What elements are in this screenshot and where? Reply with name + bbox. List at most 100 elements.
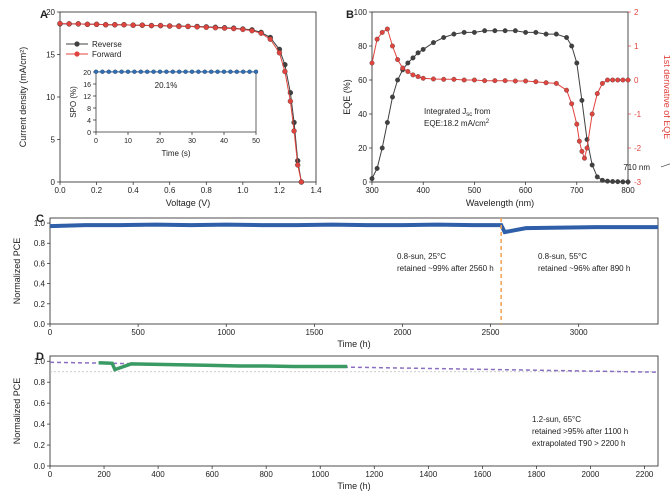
panel-c-annotation-left-2: retained ~99% after 2560 h xyxy=(397,264,494,273)
panel-b-derivative-point xyxy=(451,76,457,82)
panel-d-measured-line xyxy=(98,361,348,372)
panel-b-x-tick-label: 400 xyxy=(417,186,431,195)
panel-b-x-tick-label: 700 xyxy=(570,186,584,195)
panel-c-x-tick-label: 3000 xyxy=(570,328,588,337)
panel-b-derivative-point xyxy=(605,77,610,83)
panel-d: D 0 200 400 600 800 1000 1200 1400 1600 1800 2000 2… xyxy=(12,351,659,491)
legend-forward-label: Forward xyxy=(92,50,121,59)
panel-b-derivative-point xyxy=(574,121,580,127)
panel-a-forward-point xyxy=(93,21,100,27)
panel-c-x-tick-label: 2000 xyxy=(394,328,412,337)
panel-a-forward-point xyxy=(240,26,246,33)
panel-c-y-tick-label: 0.4 xyxy=(34,280,46,289)
legend-reverse-marker xyxy=(74,41,80,47)
panel-c-x-tick-label: 0 xyxy=(48,328,53,337)
panel-d-y-tick-label: 0.6 xyxy=(34,399,46,408)
inset-spo-point xyxy=(189,69,195,74)
panel-b-710nm-pointer xyxy=(660,163,670,168)
panel-b-eqe-point xyxy=(564,35,570,40)
panel-b-eqe-point xyxy=(441,35,447,40)
inset-y-tick-label: 12 xyxy=(83,94,91,101)
panel-a-forward-point xyxy=(176,23,182,30)
inset-spo-point xyxy=(253,69,259,74)
inset-spo-point xyxy=(93,69,99,74)
panel-b-derivative-point xyxy=(564,87,570,93)
panel-b-derivative-point xyxy=(576,138,582,144)
panel-b-eqe-point xyxy=(451,31,457,37)
panel-b-y-tick-label: 60 xyxy=(358,76,367,85)
panel-b-eqe-point xyxy=(543,31,549,37)
inset-spo-point xyxy=(215,69,220,74)
panel-c-plot-frame xyxy=(49,217,659,325)
panel-b-eqe-point xyxy=(384,120,390,125)
panel-a-forward-point xyxy=(282,68,288,75)
panel-b-eqe-point xyxy=(579,97,585,103)
panel-d-y-tick-label: 0.8 xyxy=(34,378,46,387)
panel-b-eqe-point xyxy=(410,55,416,61)
panel-a-forward-point xyxy=(139,22,145,28)
panel-b-derivative-point xyxy=(620,77,626,83)
inset-spo-point xyxy=(100,69,105,74)
panel-d-plot-frame xyxy=(49,355,659,467)
inset-spo-point xyxy=(234,69,239,74)
panel-b-y2-tick-label: 1 xyxy=(634,42,639,51)
panel-a-forward-point xyxy=(291,128,297,134)
panel-c-x-tick-label: 2500 xyxy=(482,328,500,337)
panel-d-y-tick-label: 0.0 xyxy=(34,462,46,471)
panel-d-x-tick-label: 200 xyxy=(97,470,111,479)
inset-spo-point xyxy=(196,69,201,74)
panel-b-eqe-point xyxy=(461,29,467,35)
panel-b-eqe-line xyxy=(371,30,628,183)
panel-b-derivative-point xyxy=(543,80,549,86)
panel-b-eqe-point xyxy=(430,40,436,46)
integrated-text-2: from xyxy=(472,107,491,116)
inset-x-axis-label: Time (s) xyxy=(161,149,190,158)
panel-a-forward-point xyxy=(167,23,173,29)
panel-b-derivative-point xyxy=(369,60,375,66)
panel-b-eqe-point xyxy=(605,178,610,184)
panel-b-eqe-point xyxy=(615,179,621,185)
inset-y-tick-label: 16 xyxy=(83,82,91,89)
panel-b-eqe-point xyxy=(574,60,580,66)
inset-spo-point xyxy=(106,69,111,74)
panel-b-eqe-point xyxy=(482,28,488,34)
panel-b-y2-tick-label: -1 xyxy=(634,110,642,119)
inset-spo-point xyxy=(228,69,233,74)
inset-y-tick-label: 0 xyxy=(87,130,91,137)
panel-c-y-tick-label: 0.8 xyxy=(34,239,46,248)
panel-b-x-axis-label: Wavelength (nm) xyxy=(466,198,534,208)
panel-b-eqe-point xyxy=(610,179,616,184)
integrated-text: Integrated J xyxy=(424,107,466,116)
panel-b-integrated-annotation: Integrated Jsc from xyxy=(424,107,491,118)
panel-b-eqe-point xyxy=(395,77,401,83)
panel-b-y2-tick-label: -2 xyxy=(634,144,642,153)
inset-spo-point xyxy=(132,69,137,74)
panel-b-derivative-point xyxy=(400,65,406,71)
panel-b-derivative-point xyxy=(405,69,411,74)
inset-x-tick-label: 20 xyxy=(156,138,164,145)
panel-b-eqe-point xyxy=(533,29,539,35)
panel-b-derivative-point xyxy=(502,78,508,84)
panel-b-y-tick-label: 40 xyxy=(358,110,367,119)
panel-c-pce-line xyxy=(49,222,658,235)
panel-c-y-tick-label: 0.6 xyxy=(34,259,46,268)
inset-spo-point xyxy=(145,69,150,74)
panel-a-forward-point xyxy=(66,21,72,27)
inset-x-tick-label: 0 xyxy=(94,138,98,145)
panel-a-y-tick-label: 20 xyxy=(46,8,55,17)
panel-a-x-tick-label: 0.4 xyxy=(128,186,140,195)
panel-a-y-tick-label: 0 xyxy=(51,178,56,187)
panel-b-eqe-point xyxy=(594,174,600,180)
panel-d-x-tick-label: 1800 xyxy=(528,470,546,479)
panel-d-x-tick-label: 1400 xyxy=(419,470,437,479)
panel-b-y2-tick-label: 0 xyxy=(634,76,639,85)
panel-b-eqe-annotation: EQE:18.2 mA/cm2 xyxy=(424,119,490,128)
panel-c-x-axis-label: Time (h) xyxy=(337,339,370,349)
inset-spo-point xyxy=(157,69,163,74)
panel-a-forward-point xyxy=(57,20,63,27)
panel-b-derivative-line xyxy=(371,28,628,160)
panel-a-forward-point xyxy=(148,22,155,29)
panel-b-x-tick-label: 800 xyxy=(621,186,635,195)
panel-b-eqe-point xyxy=(492,28,498,34)
